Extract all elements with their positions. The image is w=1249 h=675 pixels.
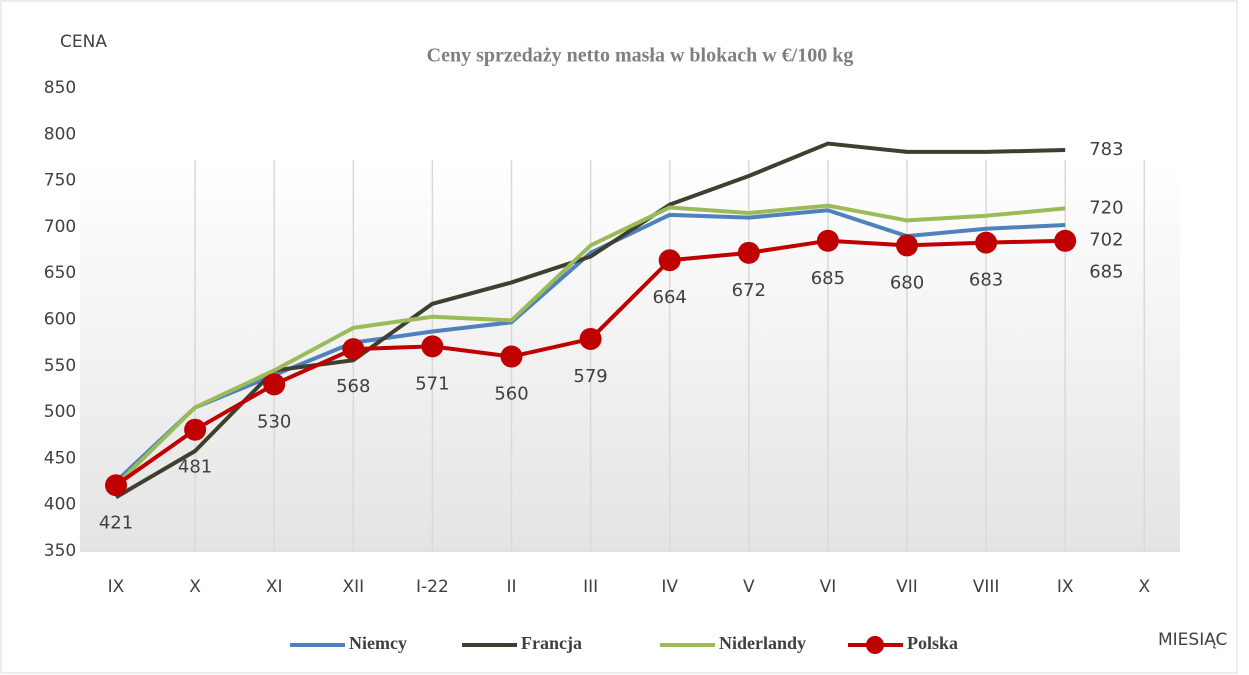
point-marker: [975, 231, 998, 254]
chart-title: Ceny sprzedaży netto masła w blokach w €…: [427, 45, 854, 67]
data-label: 481: [178, 457, 212, 478]
data-label: 720: [1089, 197, 1123, 218]
data-label: 568: [336, 376, 370, 397]
y-tick-label: 750: [44, 171, 76, 191]
data-label: 530: [257, 411, 291, 432]
x-tick-label: X: [189, 577, 201, 597]
point-marker: [342, 338, 365, 361]
x-tick-label: IV: [661, 577, 678, 597]
series-line: [114, 203, 1066, 487]
x-tick-label: II: [506, 577, 516, 597]
y-tick-label: 450: [44, 448, 76, 468]
x-tick-label: VIII: [973, 577, 1000, 597]
legend-label: Niderlandy: [719, 633, 806, 653]
point-marker: [184, 418, 207, 441]
y-tick-label: 700: [44, 217, 76, 237]
point-marker: [263, 373, 286, 396]
x-tick-label: XII: [342, 577, 364, 597]
point-marker: [105, 474, 127, 497]
y-tick-label: 350: [44, 541, 76, 561]
x-tick-label: I-22: [416, 577, 449, 597]
data-label: 421: [99, 512, 133, 533]
point-marker: [500, 345, 523, 368]
data-label: 672: [732, 280, 766, 301]
point-marker: [421, 335, 444, 358]
legend-label: Polska: [907, 633, 958, 653]
x-tick-label: IX: [108, 577, 125, 597]
x-tick-label: IX: [1057, 577, 1074, 597]
y-tick-label: 500: [44, 402, 76, 422]
data-label: 664: [653, 287, 687, 308]
data-label: 783: [1089, 139, 1123, 160]
data-label: 685: [811, 268, 845, 289]
point-marker: [658, 249, 681, 272]
data-label: 685: [1089, 261, 1123, 282]
data-label: 702: [1089, 229, 1123, 250]
y-tick-label: 550: [44, 356, 76, 376]
x-tick-label: XI: [266, 577, 283, 597]
x-tick-label: X: [1138, 577, 1150, 597]
y-tick-label: 600: [44, 310, 76, 330]
y-tick-label: 650: [44, 263, 76, 283]
y-tick-label: 800: [44, 124, 76, 144]
plot-area: [80, 160, 1180, 551]
data-label: 683: [969, 270, 1003, 291]
y-tick-label: 400: [44, 495, 76, 515]
point-marker: [896, 234, 918, 257]
legend-label: Niemcy: [349, 633, 407, 653]
data-label: 571: [415, 373, 449, 394]
y-axis-label: CENA: [60, 32, 107, 52]
point-marker: [579, 327, 602, 350]
x-axis-label: MIESIĄC: [1158, 630, 1227, 650]
legend-marker: [866, 636, 884, 654]
x-tick-label: V: [743, 577, 755, 597]
legend-label: Francja: [521, 633, 582, 653]
data-label: 560: [494, 384, 528, 405]
point-marker: [816, 229, 839, 252]
x-tick-label: VII: [896, 577, 918, 597]
data-label: 680: [890, 272, 924, 293]
data-label: 579: [573, 366, 607, 387]
point-marker: [737, 241, 760, 264]
y-tick-label: 850: [44, 78, 76, 98]
x-tick-label: VI: [820, 577, 837, 597]
point-marker: [1054, 229, 1077, 252]
x-tick-label: III: [583, 577, 598, 597]
